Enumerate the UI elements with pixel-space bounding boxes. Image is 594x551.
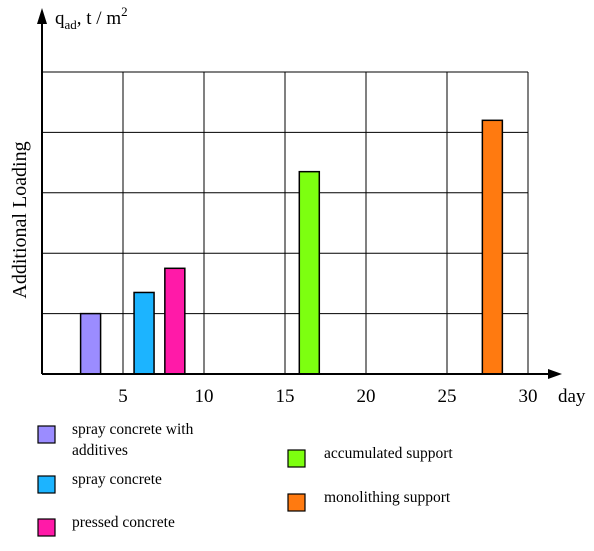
x-tick-label-2: 15 <box>276 386 295 407</box>
axes: 5 10 15 20 25 30 <box>37 8 562 407</box>
bars <box>79 119 504 375</box>
legend: spray concrete with additives spray concre… <box>37 421 453 537</box>
legend-swatch-2 <box>37 518 56 537</box>
bar-1 <box>133 291 155 375</box>
y-unit-text: , t / m <box>77 8 122 29</box>
x-tick-label-4: 25 <box>438 386 457 407</box>
x-tick-label-5: 30 <box>519 386 538 407</box>
y-axis-label: Additional Loading <box>9 141 31 298</box>
x-tick-label-3: 20 <box>357 386 376 407</box>
legend-swatch-3 <box>287 449 306 468</box>
x-tick-label-1: 10 <box>195 386 214 407</box>
y-axis-arrow <box>37 8 47 24</box>
x-axis-label: day <box>558 386 586 407</box>
y-unit-subscript: ad <box>65 17 78 32</box>
axis-labels: qad, t / m2 Additional Loading day <box>9 4 586 407</box>
legend-label-4: monolithing support <box>324 489 451 506</box>
legend-swatch-0 <box>37 425 56 444</box>
legend-label-1: spray concrete <box>72 471 162 488</box>
legend-label-0-line-0: spray concrete with <box>72 421 194 438</box>
x-tick-label-0: 5 <box>118 386 128 407</box>
bar-2 <box>164 267 186 375</box>
x-axis-arrow <box>548 369 562 379</box>
grid <box>42 71 529 374</box>
legend-label-3: accumulated support <box>324 445 453 462</box>
legend-swatch-1 <box>37 475 56 494</box>
y-unit-superscript: 2 <box>121 4 128 19</box>
bar-3 <box>298 170 321 375</box>
y-unit-symbol: q <box>55 8 65 29</box>
y-axis-unit-label: qad, t / m2 <box>55 4 128 32</box>
legend-label-0-line-1: additives <box>72 442 128 459</box>
bar-4 <box>481 119 504 375</box>
legend-label-2: pressed concrete <box>72 514 175 531</box>
legend-swatch-4 <box>287 493 306 512</box>
bar-0 <box>79 312 102 375</box>
